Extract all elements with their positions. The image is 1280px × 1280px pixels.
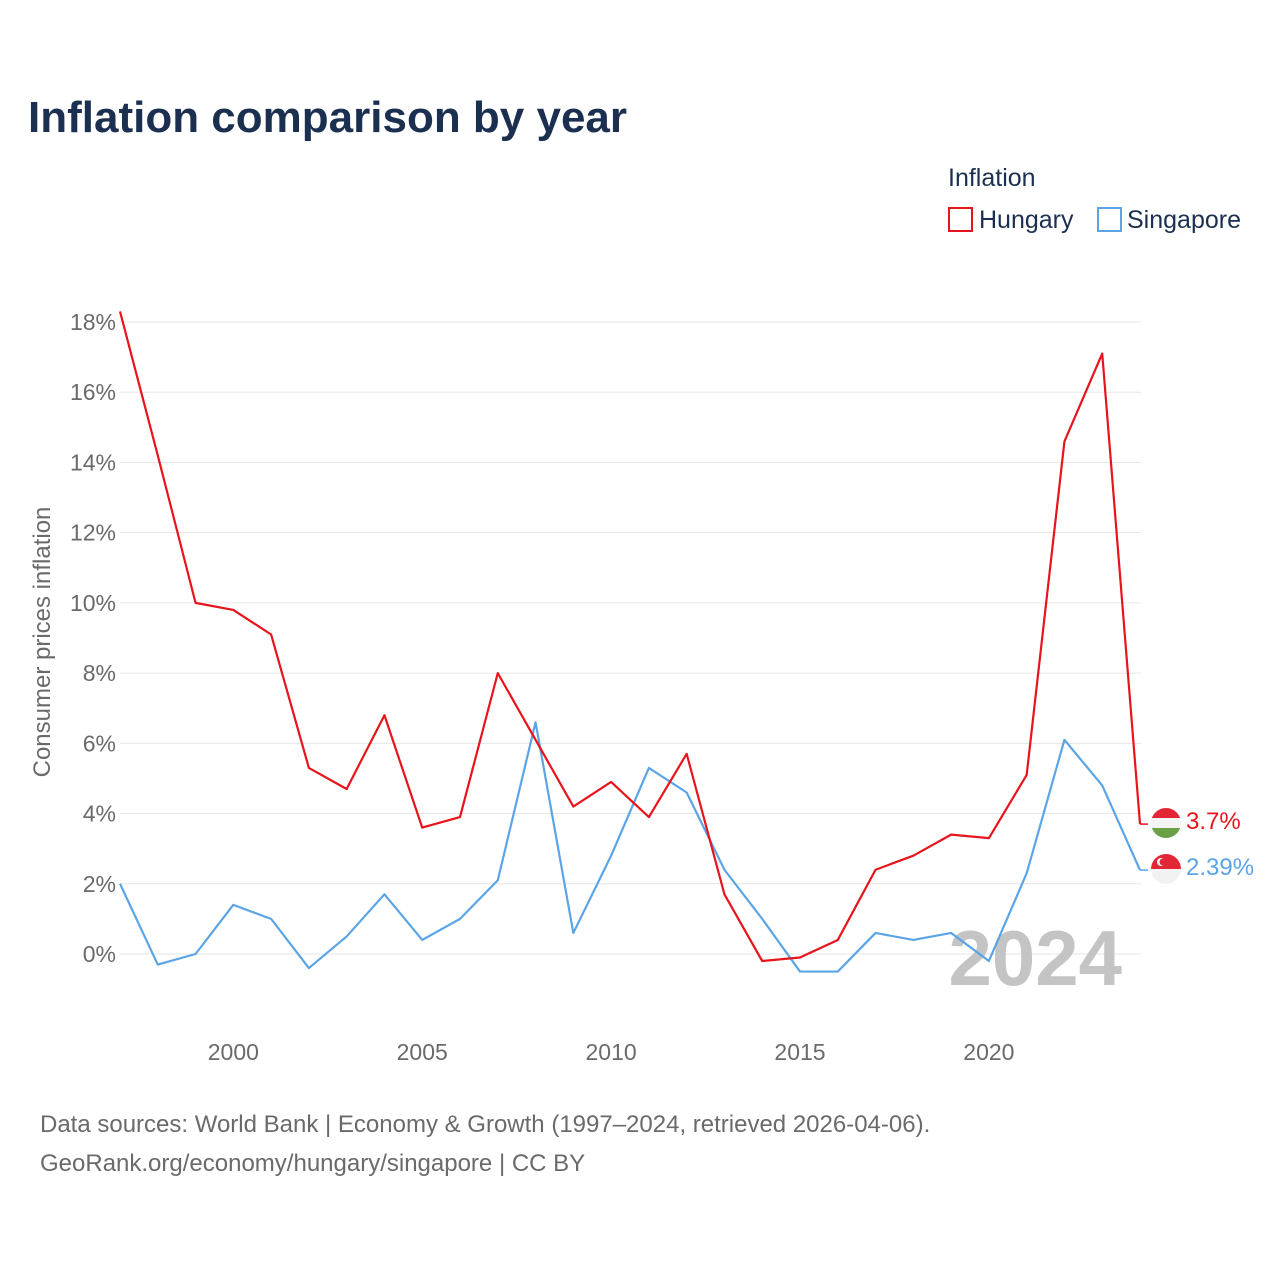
series-line-hungary[interactable] xyxy=(118,311,1142,963)
y-tick-label: 18% xyxy=(70,309,116,335)
y-axis-ticks: 0% 2% 4% 6% 8% 10% 12% 14% 16% 18% xyxy=(70,309,116,967)
end-label-hungary: 3.7% xyxy=(1186,808,1241,835)
legend-title: Inflation xyxy=(948,164,1036,192)
legend-label-hungary[interactable]: Hungary xyxy=(979,206,1074,234)
hungary-flag-icon xyxy=(1151,808,1181,838)
legend[interactable]: Inflation Hungary Singapore xyxy=(948,164,1241,234)
current-year-watermark: 2024 xyxy=(948,914,1122,1002)
chart-title: Inflation comparison by year xyxy=(28,93,627,142)
source-line-2[interactable]: GeoRank.org/economy/hungary/singapore | … xyxy=(40,1150,585,1177)
x-axis-ticks: 2000 2005 2010 2015 2020 xyxy=(208,1039,1015,1065)
y-tick-label: 14% xyxy=(70,449,116,475)
legend-label-singapore[interactable]: Singapore xyxy=(1127,206,1241,234)
y-tick-label: 0% xyxy=(83,941,116,967)
legend-swatch-hungary[interactable] xyxy=(948,207,973,232)
gridlines xyxy=(120,321,1141,955)
x-tick-label: 2020 xyxy=(963,1039,1014,1065)
x-tick-label: 2005 xyxy=(397,1039,448,1065)
y-tick-label: 8% xyxy=(83,660,116,686)
y-tick-label: 16% xyxy=(70,379,116,405)
y-tick-label: 4% xyxy=(83,801,116,827)
series-layer xyxy=(118,311,1148,973)
y-tick-label: 12% xyxy=(70,520,116,546)
end-label-singapore: 2.39% xyxy=(1186,854,1254,881)
singapore-flag-icon xyxy=(1151,854,1181,884)
x-tick-label: 2010 xyxy=(586,1039,637,1065)
y-axis-label: Consumer prices inflation xyxy=(29,507,56,778)
legend-swatch-singapore[interactable] xyxy=(1097,207,1122,232)
x-tick-label: 2015 xyxy=(774,1039,825,1065)
y-tick-label: 10% xyxy=(70,590,116,616)
x-tick-label: 2000 xyxy=(208,1039,259,1065)
source-line-1: Data sources: World Bank | Economy & Gro… xyxy=(40,1111,930,1138)
y-tick-label: 2% xyxy=(83,871,116,897)
series-line-singapore[interactable] xyxy=(119,721,1142,973)
y-tick-label: 6% xyxy=(83,730,116,756)
